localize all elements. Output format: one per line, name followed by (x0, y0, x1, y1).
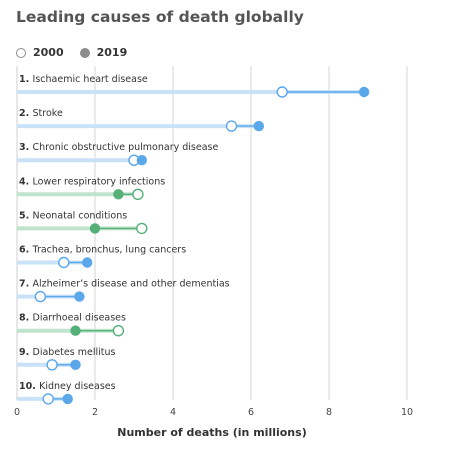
row-label-9: 9. Diabetes mellitus (19, 347, 115, 358)
x-tick-label-0: 0 (14, 407, 20, 418)
legend-item-2019[interactable]: 2019 (79, 46, 128, 59)
row-label-5: 5. Neonatal conditions (19, 210, 127, 221)
point-2000-5 (136, 222, 148, 235)
legend-label-2019: 2019 (96, 46, 128, 59)
point-2019-4 (113, 189, 124, 200)
point-2000-10 (42, 393, 54, 405)
point-2019-2 (253, 120, 264, 132)
point-2000-2 (225, 120, 238, 132)
point-2019-7 (74, 291, 85, 302)
x-tick-label-8: 8 (326, 407, 332, 418)
legend-label-2000: 2000 (33, 46, 64, 59)
row-label-3: 3. Chronic obstructive pulmonary disease (19, 142, 218, 153)
row-label-7: 7. Alzheimer’s disease and other dementi… (19, 279, 230, 290)
point-2019-5 (89, 223, 101, 234)
point-2019-10 (62, 393, 73, 405)
x-tick-label-2: 2 (92, 407, 98, 418)
point-2000-8 (112, 325, 125, 337)
point-2019-3 (136, 155, 147, 166)
row-label-10: 10. Kidney diseases (19, 381, 116, 392)
open-circle-icon (16, 47, 26, 58)
chart-title: Leading causes of death globally (16, 8, 304, 26)
x-tick-label-6: 6 (248, 407, 254, 418)
x-tick-label-10: 10 (401, 407, 413, 418)
point-2019-9 (70, 359, 81, 370)
row-label-1: 1. Ischaemic heart disease (19, 74, 148, 85)
point-2019-8 (70, 325, 81, 336)
point-2019-6 (82, 257, 93, 268)
row-label-2: 2. Stroke (19, 108, 63, 119)
legend: 2000 2019 (16, 46, 143, 59)
point-2000-6 (58, 256, 70, 269)
point-2000-1 (276, 86, 288, 98)
filled-circle-icon (79, 47, 90, 58)
x-tick-label-4: 4 (170, 407, 176, 418)
point-2000-9 (46, 359, 58, 371)
legend-item-2000[interactable]: 2000 (16, 46, 64, 59)
point-2000-7 (34, 290, 47, 303)
row-label-8: 8. Diarrhoeal diseases (19, 313, 126, 324)
row-label-4: 4. Lower respiratory infections (19, 176, 165, 187)
row-label-6: 6. Trachea, bronchus, lung cancers (19, 245, 186, 256)
point-2019-1 (358, 86, 370, 98)
x-axis-label: Number of deaths (in millions) (117, 426, 306, 439)
point-2000-4 (132, 188, 144, 201)
